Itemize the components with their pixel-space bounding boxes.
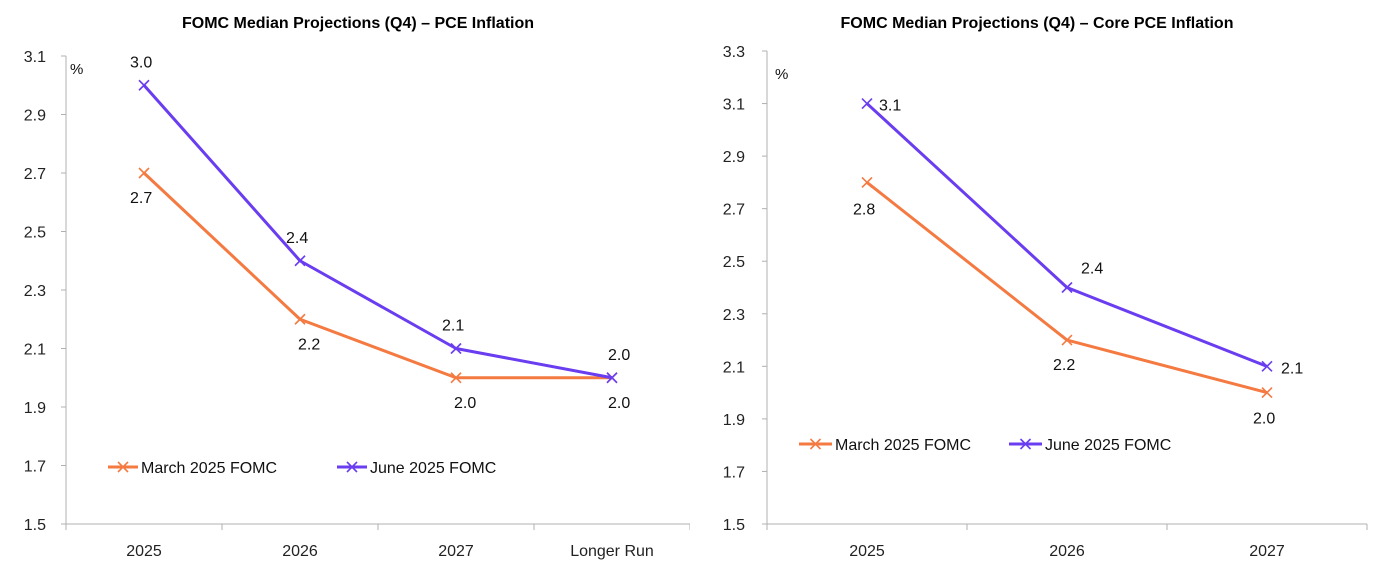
data-point-marker bbox=[138, 79, 150, 91]
x-tick-label: 2027 bbox=[438, 543, 474, 560]
data-label: 2.2 bbox=[1053, 357, 1075, 374]
y-tick-label: 1.7 bbox=[24, 459, 46, 476]
data-label: 2.0 bbox=[1253, 411, 1275, 428]
y-tick-label: 1.5 bbox=[24, 517, 46, 534]
data-point-marker bbox=[138, 167, 150, 179]
data-label: 2.0 bbox=[608, 395, 630, 412]
data-label: 2.0 bbox=[454, 395, 476, 412]
x-tick-label: 2025 bbox=[849, 543, 885, 560]
chart-title: FOMC Median Projections (Q4) – PCE Infla… bbox=[182, 15, 534, 32]
y-tick-label: 2.7 bbox=[723, 202, 745, 219]
y-tick-label: 2.5 bbox=[24, 225, 46, 242]
y-tick-label: 3.1 bbox=[723, 97, 745, 114]
data-label: 3.0 bbox=[130, 54, 152, 71]
data-label: 2.8 bbox=[853, 201, 875, 218]
data-label: 2.4 bbox=[1081, 261, 1103, 278]
x-tick-label: 2027 bbox=[1249, 543, 1285, 560]
legend-item: June 2025 FOMC bbox=[337, 460, 496, 477]
x-tick-label: Longer Run bbox=[570, 543, 654, 560]
data-point-marker bbox=[294, 313, 306, 325]
legend-label: June 2025 FOMC bbox=[1045, 437, 1171, 454]
data-point-marker bbox=[1061, 334, 1073, 346]
data-label: 2.1 bbox=[1281, 360, 1303, 377]
y-tick-label: 2.7 bbox=[24, 166, 46, 183]
y-tick-label: 2.9 bbox=[723, 149, 745, 166]
legend-label: March 2025 FOMC bbox=[141, 460, 277, 477]
y-tick-label: 1.9 bbox=[723, 412, 745, 429]
legend-label: March 2025 FOMC bbox=[835, 437, 971, 454]
data-point-marker bbox=[606, 372, 618, 384]
data-point-marker bbox=[294, 255, 306, 267]
y-unit-label: % bbox=[70, 61, 83, 78]
data-label: 3.1 bbox=[879, 98, 901, 115]
y-tick-label: 1.5 bbox=[723, 517, 745, 534]
y-tick-label: 2.5 bbox=[723, 254, 745, 271]
y-tick-label: 2.1 bbox=[723, 359, 745, 376]
y-tick-label: 2.3 bbox=[723, 307, 745, 324]
data-point-marker bbox=[1261, 360, 1273, 372]
y-tick-label: 2.3 bbox=[24, 283, 46, 300]
series-line bbox=[865, 102, 1268, 368]
y-tick-label: 1.7 bbox=[723, 464, 745, 481]
data-label: 2.0 bbox=[608, 347, 630, 364]
chart-title: FOMC Median Projections (Q4) – Core PCE … bbox=[841, 15, 1234, 32]
y-tick-label: 3.1 bbox=[24, 49, 46, 66]
data-point-marker bbox=[1061, 281, 1073, 294]
y-tick-label: 2.9 bbox=[24, 108, 46, 125]
y-tick-label: 3.3 bbox=[723, 44, 745, 61]
data-point-marker bbox=[450, 342, 462, 355]
data-point-marker bbox=[1261, 387, 1273, 399]
data-label: 2.7 bbox=[130, 190, 152, 207]
x-tick-label: 2025 bbox=[126, 543, 162, 560]
data-point-marker bbox=[450, 372, 462, 384]
y-unit-label: % bbox=[775, 66, 788, 83]
legend-item: June 2025 FOMC bbox=[1009, 437, 1171, 454]
series-line bbox=[142, 171, 612, 380]
data-label: 2.4 bbox=[286, 230, 308, 247]
chart-pce-inflation-canvas: FOMC Median Projections (Q4) – PCE Infla… bbox=[24, 15, 690, 560]
series-line bbox=[142, 84, 613, 380]
legend-item: March 2025 FOMC bbox=[799, 437, 971, 454]
chart-core-pce-inflation: FOMC Median Projections (Q4) – Core PCE … bbox=[695, 0, 1387, 562]
data-point-marker bbox=[861, 97, 873, 110]
x-tick-label: 2026 bbox=[1049, 543, 1085, 560]
legend-item: March 2025 FOMC bbox=[108, 460, 277, 477]
y-tick-label: 2.1 bbox=[24, 342, 46, 359]
y-tick-label: 1.9 bbox=[24, 400, 46, 417]
legend-label: June 2025 FOMC bbox=[370, 460, 496, 477]
chart-pce-inflation: FOMC Median Projections (Q4) – PCE Infla… bbox=[0, 0, 690, 562]
x-tick-label: 2026 bbox=[282, 543, 318, 560]
data-label: 2.1 bbox=[442, 318, 464, 335]
data-point-marker bbox=[861, 176, 873, 188]
data-label: 2.2 bbox=[298, 336, 320, 353]
chart-core-pce-inflation-canvas: FOMC Median Projections (Q4) – Core PCE … bbox=[723, 15, 1368, 560]
